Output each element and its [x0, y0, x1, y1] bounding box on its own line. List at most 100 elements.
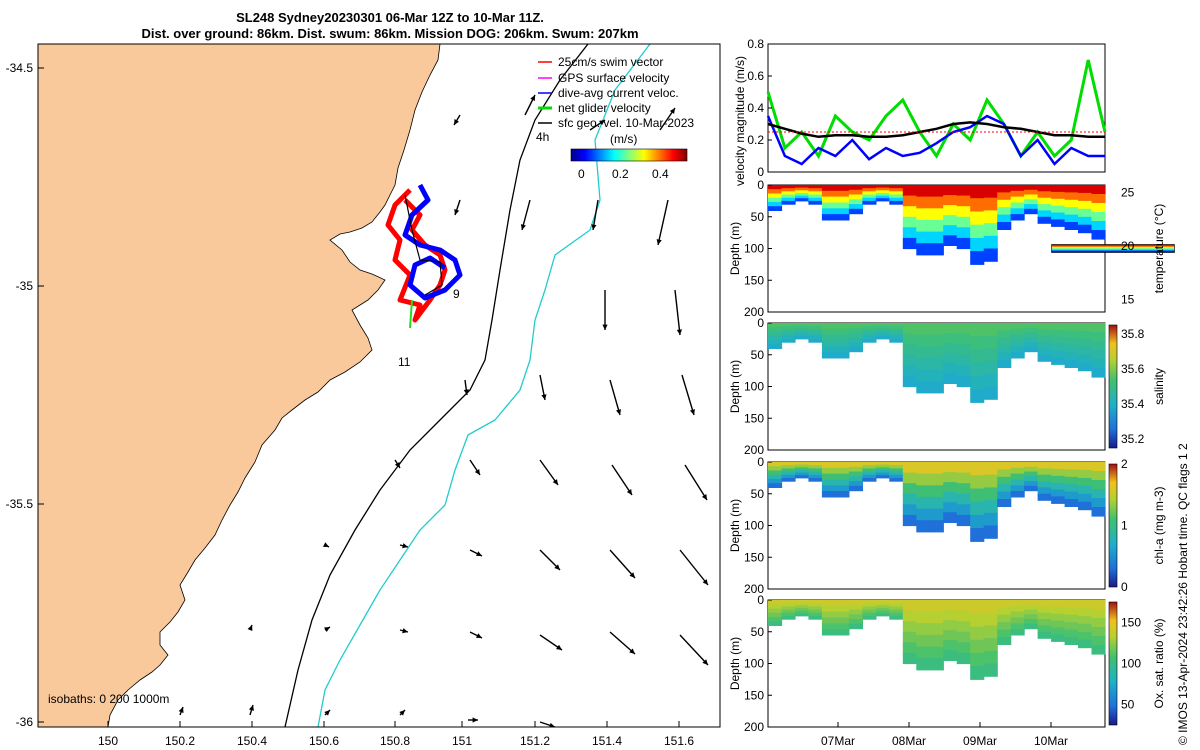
- section-cell: [1051, 607, 1065, 615]
- section-cell: [768, 332, 782, 337]
- section-cell: [970, 376, 984, 390]
- section-ytick-label: 0: [757, 455, 764, 469]
- section-cell: [970, 600, 984, 614]
- section-cell: [1038, 329, 1052, 336]
- map-colorbar: [571, 149, 687, 161]
- section-cell: [835, 629, 849, 635]
- section-cell: [916, 509, 930, 521]
- section-cell: [970, 640, 984, 654]
- section-cell: [957, 600, 971, 611]
- section-cell: [768, 475, 782, 480]
- velocity-panel: 0.80.60.40.20 velocity magnitude (m/s): [733, 37, 1105, 186]
- map-xtick-label: 151: [452, 734, 472, 748]
- map-colorbar-tick: 0.4: [652, 167, 669, 181]
- section-cell: [795, 336, 809, 339]
- section-cell: [943, 600, 957, 611]
- section-cell: [1078, 185, 1092, 194]
- section-cell: [1024, 619, 1038, 624]
- map-colorbar-tick: 0: [578, 167, 585, 181]
- section-ytick-label: 100: [744, 242, 764, 256]
- section-cell: [930, 232, 944, 244]
- section-colorbar-tick: 0: [1121, 580, 1128, 594]
- section-cell: [984, 374, 998, 387]
- section-cell: [768, 340, 782, 345]
- section-ylabel: Depth (m): [728, 499, 742, 552]
- section-cell: [984, 638, 998, 651]
- map-xtick-label: 151.6: [664, 734, 694, 748]
- imos-credit: © IMOS 13-Apr-2024 23:42:26 Hobart time.…: [1176, 443, 1190, 745]
- section-cell: [768, 336, 782, 341]
- section-cell: [1078, 193, 1092, 202]
- section-cell: [876, 336, 890, 339]
- section-cell: [1092, 489, 1106, 499]
- section-cell: [970, 198, 984, 212]
- section-cell: [943, 462, 957, 473]
- section-cell: [1011, 214, 1025, 220]
- section-cell: [1065, 345, 1079, 353]
- section-cell: [916, 600, 930, 612]
- legend-sfc-geo: sfc geo. vel. 10-Mar-2023: [558, 116, 694, 130]
- section-cell: [1065, 484, 1079, 492]
- section-cell: [1065, 222, 1079, 230]
- section-cell: [835, 491, 849, 497]
- section-cell: [768, 198, 782, 203]
- section-cell: [997, 323, 1011, 331]
- section-cell: [1078, 347, 1092, 356]
- section-cell: [903, 621, 917, 632]
- section-cell: [1024, 624, 1038, 629]
- section-cell: [1092, 498, 1106, 508]
- section-cell: [782, 339, 796, 343]
- section-cell: [984, 185, 998, 198]
- section-cell: [984, 236, 998, 249]
- section-cell: [997, 622, 1011, 630]
- section-cell: [795, 475, 809, 478]
- section-cell: [957, 611, 971, 622]
- section-cell: [916, 358, 930, 370]
- section-cell: [1038, 204, 1052, 211]
- section-cell: [1051, 621, 1065, 629]
- section-cell: [903, 238, 917, 249]
- section-cell: [943, 630, 957, 641]
- map-xtick-label: 150.4: [237, 734, 267, 748]
- section-ytick-label: 0: [757, 593, 764, 607]
- section-cell: [822, 623, 836, 629]
- section-cell: [930, 335, 944, 347]
- section-cell: [1024, 185, 1038, 190]
- map-xtick-label: 150.8: [380, 734, 410, 748]
- section-cell: [1092, 359, 1106, 369]
- section-cell: [1038, 217, 1052, 224]
- section-cell: [957, 185, 971, 196]
- section-cell: [997, 462, 1011, 470]
- section-cell: [970, 225, 984, 239]
- section-cell: [1024, 462, 1038, 467]
- section-cell: [957, 653, 971, 664]
- section-cell: [943, 610, 957, 621]
- section-cell: [984, 223, 998, 236]
- section-cell: [1038, 632, 1052, 639]
- section-cell: [1065, 330, 1079, 338]
- section-cell: [984, 336, 998, 349]
- section-cell: [943, 353, 957, 364]
- section-cell: [903, 344, 917, 355]
- section-cell: [916, 462, 930, 474]
- section-cell: [1092, 332, 1106, 342]
- section-cell: [1051, 351, 1065, 359]
- section-cell: [1065, 499, 1079, 507]
- section-cell: [822, 346, 836, 352]
- section-cell: [943, 333, 957, 344]
- section-cell: [1092, 618, 1106, 628]
- section-cell: [822, 341, 836, 347]
- section-cell: [957, 483, 971, 494]
- section-cell: [768, 617, 782, 622]
- section-colorbar-tick: 35.6: [1121, 362, 1145, 376]
- section-cell: [957, 323, 971, 334]
- section-cell: [930, 220, 944, 232]
- section-cell: [1011, 491, 1025, 497]
- section-cell: [1092, 194, 1106, 204]
- section-cell: [1078, 225, 1092, 234]
- section-cell: [916, 520, 930, 532]
- section-ytick-label: 0: [757, 316, 764, 330]
- section-cell: [903, 376, 917, 387]
- section-cell: [903, 365, 917, 376]
